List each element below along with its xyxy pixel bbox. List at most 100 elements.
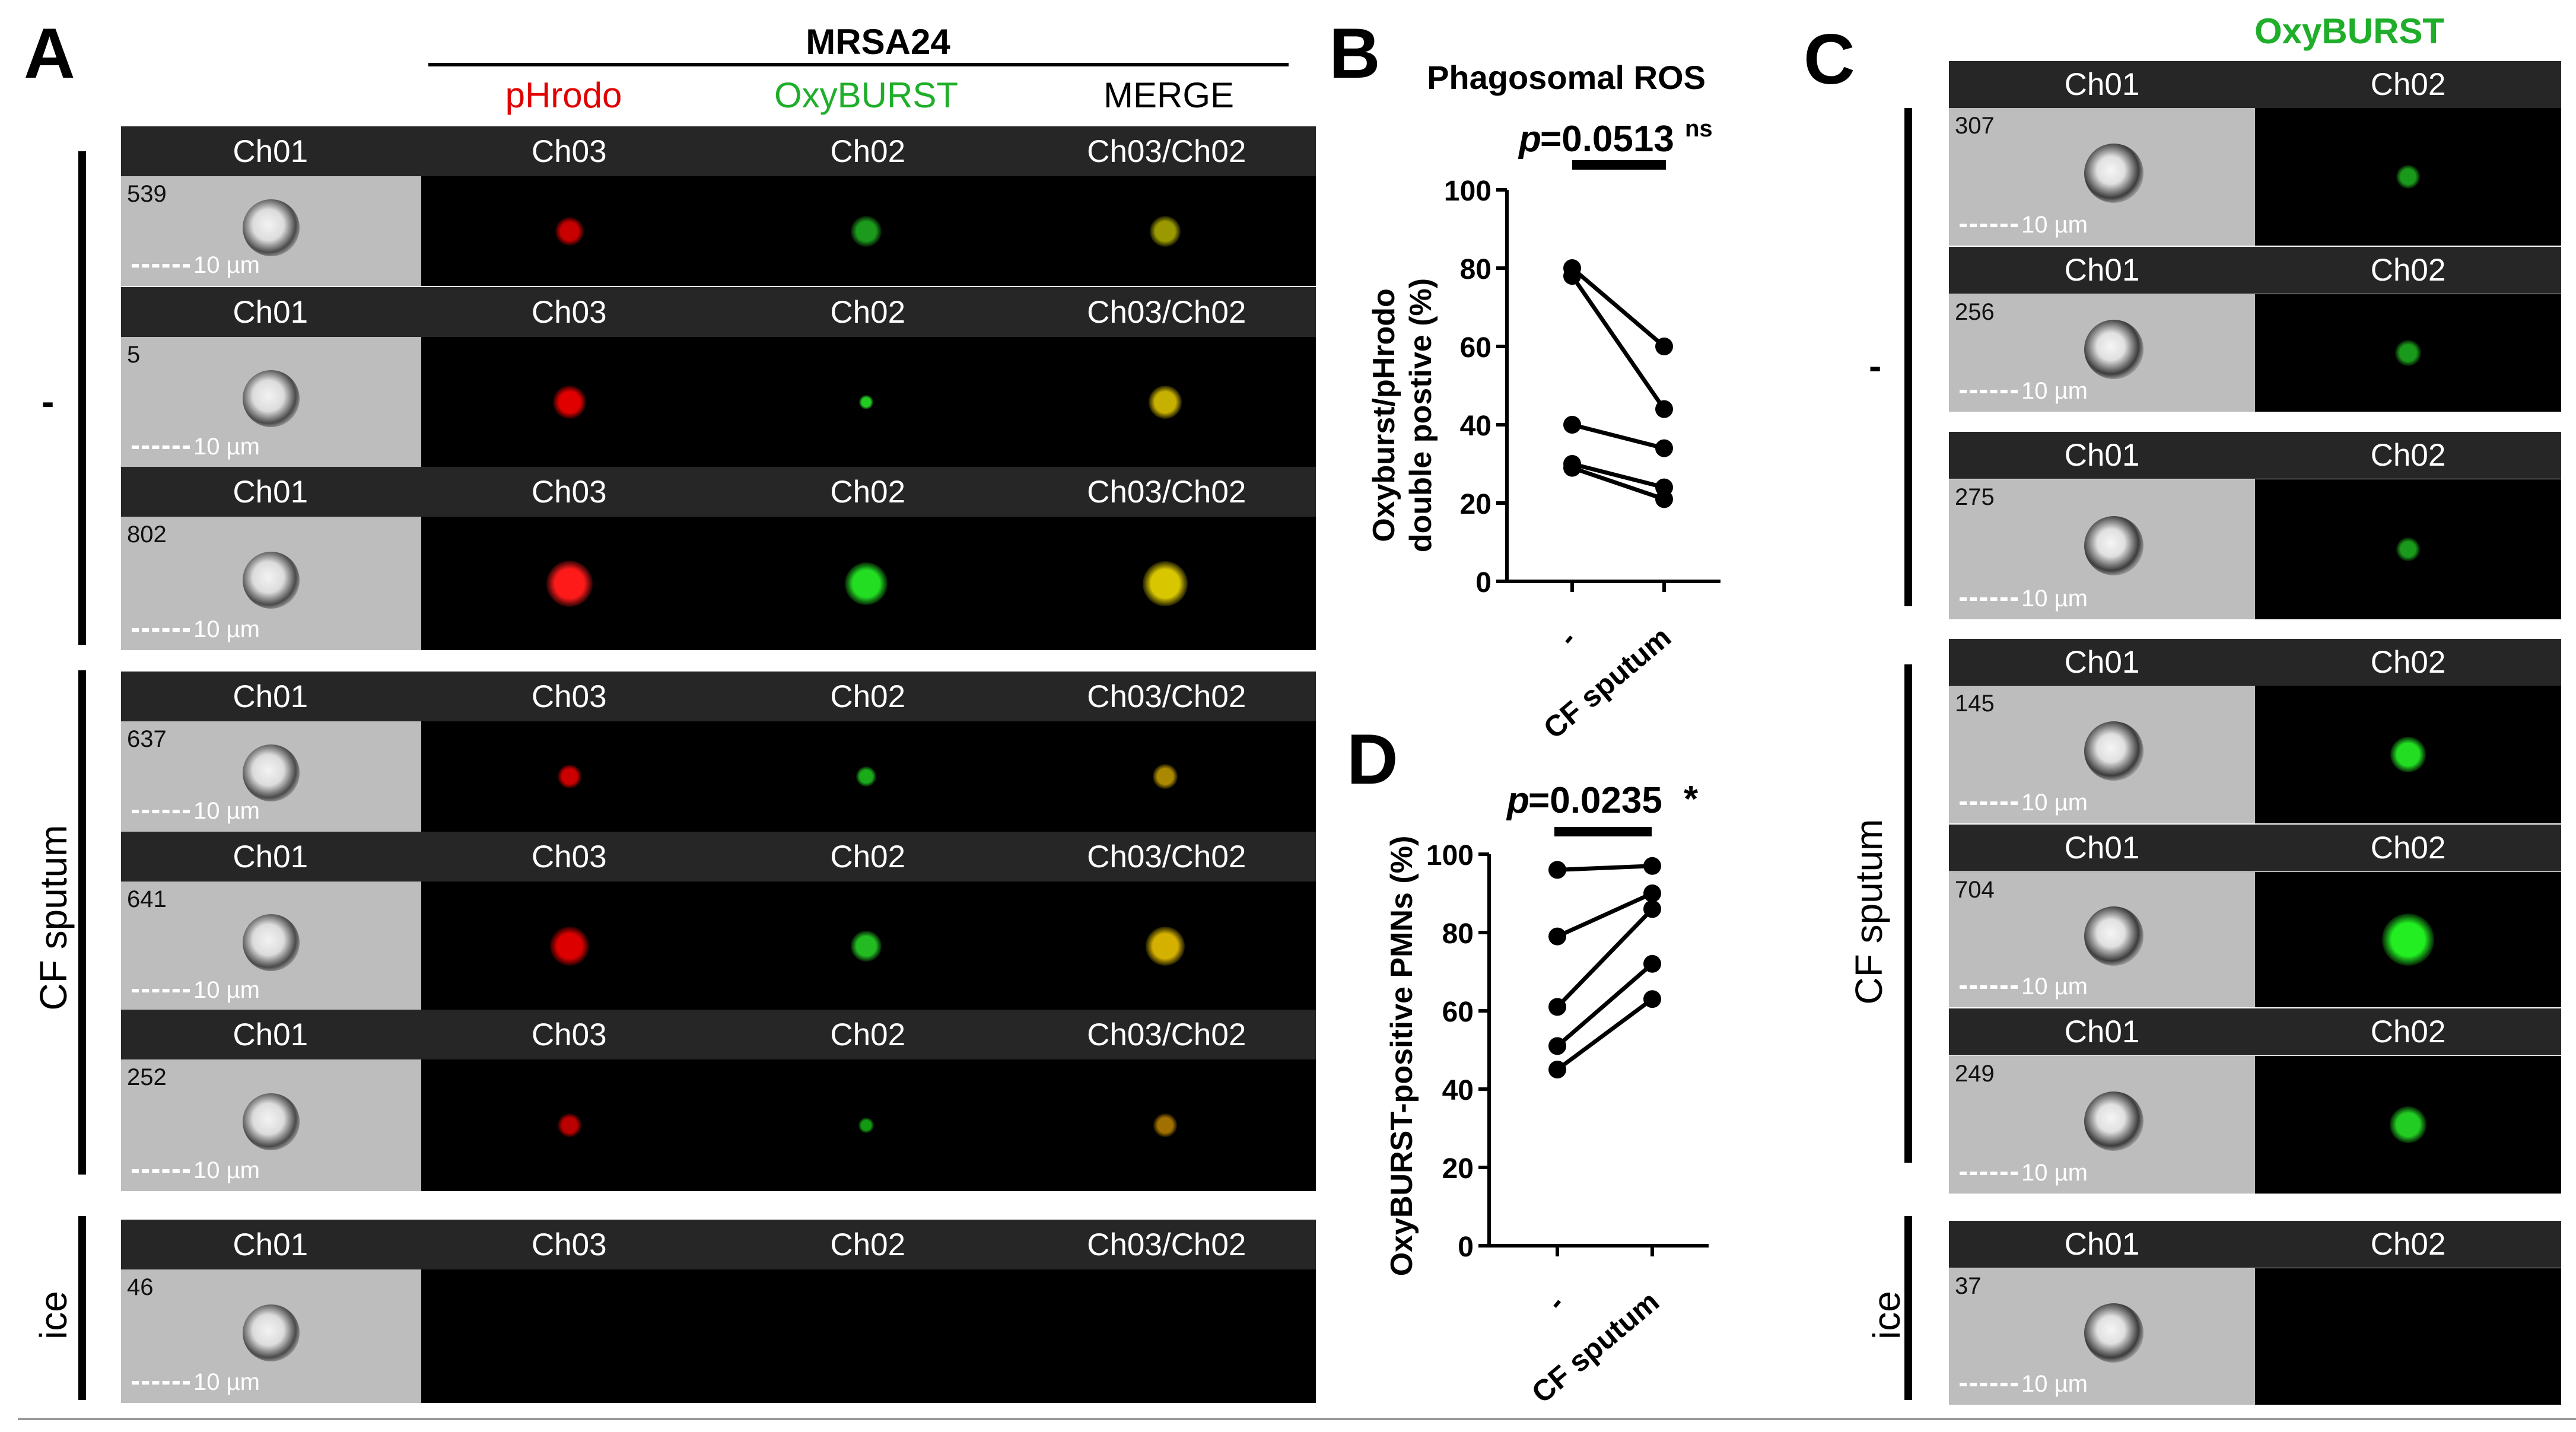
scale-bar: 10 µm [1960,790,2088,816]
panel-a-image-row: 539 10 µm [121,176,1316,286]
panel-a-letter: A [24,14,75,93]
series-line [1556,962,1654,1048]
cell-brightfield [243,551,300,609]
scale-bar-label: 10 µm [2021,212,2088,238]
y-tick-label: 40 [1442,1075,1474,1106]
brightfield-image: 252 10 µm [121,1059,421,1191]
data-point [1548,1061,1566,1078]
cell-brightfield [243,199,300,256]
column-header-ch01: Ch01 [233,839,309,874]
scale-bar: 10 µm [132,434,260,460]
cell-brightfield [243,370,300,427]
column-header-ch03-ch02: Ch03/Ch02 [1087,133,1246,169]
data-point [1655,338,1673,355]
panel-c-header-row: Ch01 Ch02 [1949,61,2561,108]
chart-b-ylabel-1: Oxyburst/pHrodo [1367,288,1401,542]
series-line [1572,422,1665,450]
scale-bar-label: 10 µm [2021,1371,2088,1397]
scale-bar-label: 10 µm [193,1369,260,1395]
brightfield-image: 5 10 µm [121,337,421,467]
cell-brightfield [2084,320,2144,379]
series-line [1556,907,1654,1008]
cell-number: 275 [1955,484,1995,510]
brightfield-image: 249 10 µm [1949,1056,2255,1194]
merge-signal [1150,215,1181,247]
cell-number: 5 [127,342,141,368]
cell-number: 307 [1955,113,1995,139]
scale-bar: 10 µm [1960,212,2088,238]
column-header-ch03: Ch03 [531,1227,607,1262]
brightfield-image: 275 10 µm [1949,479,2255,619]
column-header-ch02: Ch02 [2370,830,2446,865]
panel-c-title: OxyBURST [2254,11,2445,51]
y-tick-label: 0 [1475,567,1491,599]
panel-c-header-row: Ch01 Ch02 [1949,825,2561,871]
column-header-ch02: Ch02 [2370,1014,2446,1049]
column-header-ch01: Ch01 [2064,830,2140,865]
y-tick-label: 80 [1442,918,1474,950]
chart-b-xtick-1: CF sputum [1537,620,1677,746]
panel-c-header-row: Ch01 Ch02 [1949,432,2561,479]
brightfield-image: 641 10 µm [121,882,421,1011]
phrodo-signal [555,217,584,246]
column-header-ch03-ch02: Ch03/Ch02 [1087,474,1246,510]
data-point [1548,861,1566,879]
column-header-ch02: Ch02 [830,474,906,510]
oxyburst-signal [2390,737,2426,772]
panel-a-header-row: Ch01 Ch03 Ch02 Ch03/Ch02 [121,832,1316,882]
cell-number: 704 [1955,877,1995,903]
column-header-ch03: Ch03 [531,474,607,510]
merge-signal [1153,1113,1177,1137]
y-tick-label: 20 [1460,489,1491,520]
panel-c-image-row: 307 10 µm [1949,108,2561,246]
panel-a-header-row: Ch01 Ch03 Ch02 Ch03/Ch02 [121,126,1316,176]
y-tick-label: 60 [1460,332,1491,364]
data-point [1643,884,1661,902]
group-bar-control [78,151,86,645]
panel-c-header-row: Ch01 Ch02 [1949,1008,2561,1055]
oxyburst-signal [851,931,882,962]
panel-a-image-row: 637 10 µm [121,721,1316,832]
column-header-ch03: Ch03 [531,1017,607,1052]
series-line [1557,864,1653,872]
phrodo-signal [546,560,593,607]
chart-b: Phagosomal ROS p =0.0513 ns Oxyburst/pHr… [1367,59,1720,746]
panel-c-letter: C [1804,20,1855,99]
y-tick-label: 100 [1426,840,1474,871]
chart-b-title: Phagosomal ROS [1427,59,1706,96]
data-point [1563,459,1581,477]
scale-bar-label: 10 µm [2021,973,2088,1000]
chart-b-significance: ns [1685,116,1713,142]
panel-a-image-row: 5 10 µm [121,337,1316,467]
series-line [1571,466,1665,501]
cell-number: 145 [1955,690,1995,717]
cell-brightfield [243,914,300,971]
oxyburst-signal [858,1118,874,1133]
y-tick-label: 80 [1460,254,1491,285]
column-header-ch03: Ch03 [531,133,607,169]
scale-bar-label: 10 µm [193,798,260,824]
chart-d-xtick-0: - [1540,1288,1572,1317]
group-label-c-ice: ice [1865,1291,1908,1339]
series-line [1570,275,1666,410]
y-tick-label: 60 [1442,997,1474,1028]
chart-d-p-label: p [1506,780,1529,821]
series-line [1556,891,1653,938]
phrodo-signal [558,765,581,788]
panel-a-image-row: 802 10 µm [121,517,1316,650]
series-line [1556,997,1654,1071]
scale-bar-label: 10 µm [2021,790,2088,816]
scale-bar-label: 10 µm [193,252,260,278]
scale-bar: 10 µm [132,1157,260,1184]
scale-bar-label: 10 µm [193,1157,260,1183]
column-header-ch01: Ch01 [2064,438,2140,473]
scale-bar: 10 µm [1960,378,2088,405]
panel-d-letter: D [1347,720,1398,799]
oxyburst-title: OxyBURST [774,75,959,115]
panel-a-header-row: Ch01 Ch03 Ch02 Ch03/Ch02 [121,1010,1316,1059]
y-tick-label: 0 [1458,1231,1474,1263]
data-point [1563,416,1581,434]
group-bar-c-control [1904,108,1912,606]
column-header-ch02: Ch02 [2370,438,2446,473]
data-point [1548,1037,1566,1055]
